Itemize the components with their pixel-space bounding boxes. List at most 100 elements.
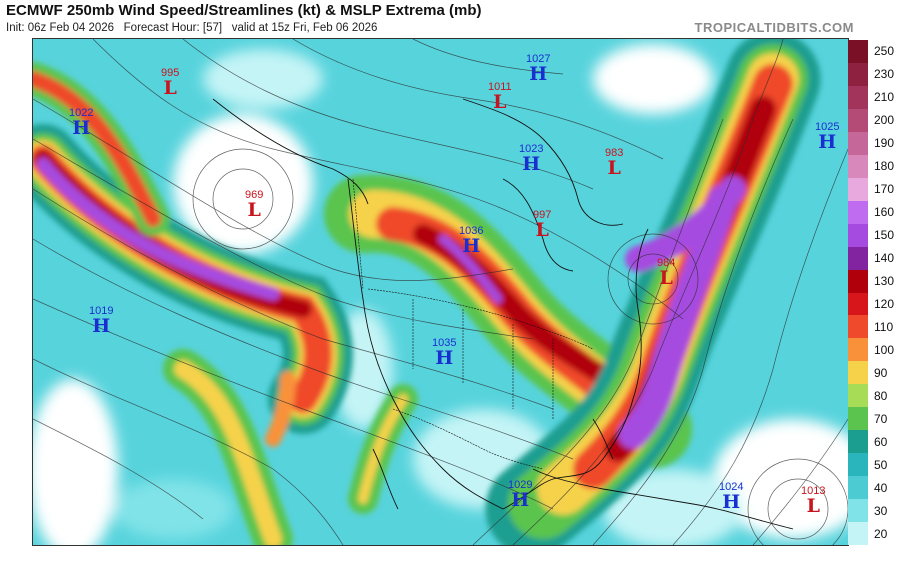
streamlines [33,39,848,545]
legend-label: 150 [874,228,895,243]
low-pressure-center: 984 L [657,257,676,289]
map-canvas [33,39,848,545]
legend-swatch [848,154,868,179]
political-borders [352,178,594,470]
pressure-value: 1019 [89,305,114,317]
weather-map: 995 L 1022 H 969 L 1019 H 1027 H 1011 L 1023 H 983 L 102… [32,38,849,546]
pressure-symbol: L [806,495,820,517]
legend-label: 100 [874,342,895,357]
legend-label: 90 [874,365,888,380]
pressure-symbol: H [529,63,548,85]
legend-swatch [848,407,868,431]
legend-swatch [848,499,868,523]
legend-label: 20 [874,526,888,541]
pressure-value: 1036 [459,225,484,237]
pressure-symbol: H [72,117,91,139]
legend-swatch [848,269,868,293]
pressure-value: 1025 [815,121,840,133]
legend-label: 170 [874,182,895,197]
low-pressure-center: 995 L [161,67,180,99]
init-time: Init: 06z Feb 04 2026 [6,22,115,34]
legend-swatch [848,131,868,156]
high-pressure-center: 1019 H [89,305,114,337]
pressure-symbol: H [522,153,541,175]
legend-swatch [848,384,868,408]
legend-label: 120 [874,296,895,311]
legend-swatch [848,522,868,546]
pressure-symbol: H [722,491,741,513]
legend-swatch [848,108,868,133]
legend-label: 70 [874,411,888,426]
legend-swatch [848,246,868,271]
pressure-symbol: H [435,347,454,369]
legend-swatch [848,315,868,339]
legend-swatch [848,476,868,500]
light-wind-areas [33,44,848,545]
legend-swatch [848,292,868,316]
pressure-value: 983 [605,147,624,159]
legend-label: 210 [874,90,895,105]
legend-label: 180 [874,159,895,174]
pressure-value: 969 [245,189,264,201]
high-pressure-center: 1023 H [519,143,544,175]
legend-label: 60 [874,434,888,449]
pressure-symbol: L [659,267,673,289]
pressure-symbol: L [493,91,507,113]
legend-swatch [848,361,868,385]
pressure-value: 1023 [519,143,544,155]
high-pressure-center: 1022 H [69,107,94,139]
legend-label: 140 [874,251,895,266]
legend-label: 160 [874,205,895,220]
legend-label: 110 [874,319,894,334]
wind-speed-legend: 250 230 210 200 190 180 170 160 150 140 130 120 110 1… [848,40,896,546]
high-pressure-center: 1036 H [459,225,484,257]
pressure-symbol: H [462,235,481,257]
pressure-value: 997 [533,209,552,221]
pressure-value: 1013 [801,485,826,497]
legend-swatch [848,430,868,454]
forecast-hour: Forecast Hour: [57] [123,22,223,34]
low-pressure-center: 1011 L [488,81,512,113]
legend-label: 50 [874,457,888,472]
low-pressure-center: 997 L [533,209,552,241]
pressure-symbol: L [535,219,549,241]
pressure-symbol: H [92,315,111,337]
legend-label: 230 [874,67,895,82]
pressure-value: 995 [161,67,180,79]
low-pressure-center: 983 L [605,147,624,178]
high-pressure-center: 1025 H [815,121,840,153]
legend-label: 200 [874,113,895,128]
low-pressure-center: 1013 L [801,485,826,517]
high-pressure-center: 1035 H [432,337,457,369]
pressure-value: 1011 [488,81,512,93]
pressure-symbol: H [511,489,530,511]
legend-label: 130 [874,274,895,289]
legend-swatch [848,453,868,477]
pressure-value: 1029 [508,479,533,491]
legend-swatch [848,85,868,110]
site-watermark: TROPICALTIDBITS.COM [694,20,854,35]
pressure-value: 1022 [69,107,94,119]
legend-label: 30 [874,503,888,518]
legend-swatch [848,200,868,225]
pressure-symbol: L [163,77,177,99]
low-pressure-center: 969 L [245,189,264,221]
pressure-value: 1027 [526,53,551,65]
pressure-value: 984 [657,257,676,269]
legend-swatch [848,338,868,362]
pressure-value: 1035 [432,337,457,349]
high-pressure-center: 1024 H [719,481,743,513]
pressure-symbol: H [818,131,837,153]
high-pressure-center: 1029 H [508,479,533,511]
legend-label: 190 [874,136,895,151]
legend-swatch [848,62,868,87]
valid-time: valid at 15z Fri, Feb 06 2026 [231,22,378,34]
legend-swatch [848,40,868,64]
legend-label: 40 [874,480,888,495]
high-pressure-center: 1027 H [526,53,551,85]
map-title: ECMWF 250mb Wind Speed/Streamlines (kt) … [6,2,482,19]
pressure-symbol: L [247,199,261,221]
map-subtitle: Init: 06z Feb 04 2026 Forecast Hour: [57… [6,22,377,34]
coastlines [212,98,794,530]
legend-label: 250 [874,44,895,59]
